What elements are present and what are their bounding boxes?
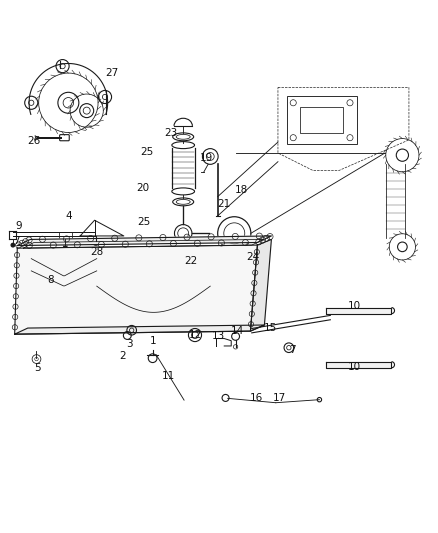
Text: 8: 8 <box>48 276 54 286</box>
Polygon shape <box>251 239 272 331</box>
Text: 3: 3 <box>126 339 133 349</box>
Text: 25: 25 <box>137 217 151 228</box>
Circle shape <box>11 244 14 247</box>
Text: 25: 25 <box>140 147 154 157</box>
Bar <box>300 107 343 133</box>
Text: 10: 10 <box>348 362 361 372</box>
Text: 21: 21 <box>218 199 231 208</box>
Text: 15: 15 <box>264 322 277 333</box>
Text: 5: 5 <box>35 363 41 373</box>
Text: 9: 9 <box>16 221 22 231</box>
Text: 13: 13 <box>212 332 225 341</box>
Text: 23: 23 <box>164 128 177 139</box>
Circle shape <box>64 244 67 247</box>
Text: 10: 10 <box>348 301 361 311</box>
Text: 22: 22 <box>184 256 197 266</box>
Text: 26: 26 <box>27 136 40 146</box>
Polygon shape <box>14 325 265 334</box>
Text: 28: 28 <box>90 247 103 257</box>
Polygon shape <box>326 362 392 368</box>
Text: 7: 7 <box>13 236 19 246</box>
Text: 1: 1 <box>149 336 156 346</box>
Text: 12: 12 <box>189 330 202 341</box>
Text: 7: 7 <box>289 345 296 356</box>
Text: 27: 27 <box>106 68 119 78</box>
Text: 2: 2 <box>119 351 125 361</box>
Text: 16: 16 <box>250 393 263 403</box>
Polygon shape <box>14 245 258 334</box>
Text: 20: 20 <box>136 183 149 193</box>
Bar <box>59 232 72 239</box>
Bar <box>287 96 357 144</box>
Text: 17: 17 <box>272 393 286 403</box>
Text: 19: 19 <box>200 153 213 163</box>
Text: 14: 14 <box>231 326 244 336</box>
Text: 11: 11 <box>162 370 175 381</box>
Polygon shape <box>326 308 392 313</box>
Text: 24: 24 <box>247 252 260 262</box>
Text: 18: 18 <box>235 184 248 195</box>
Polygon shape <box>17 236 272 246</box>
Text: 4: 4 <box>65 211 72 221</box>
